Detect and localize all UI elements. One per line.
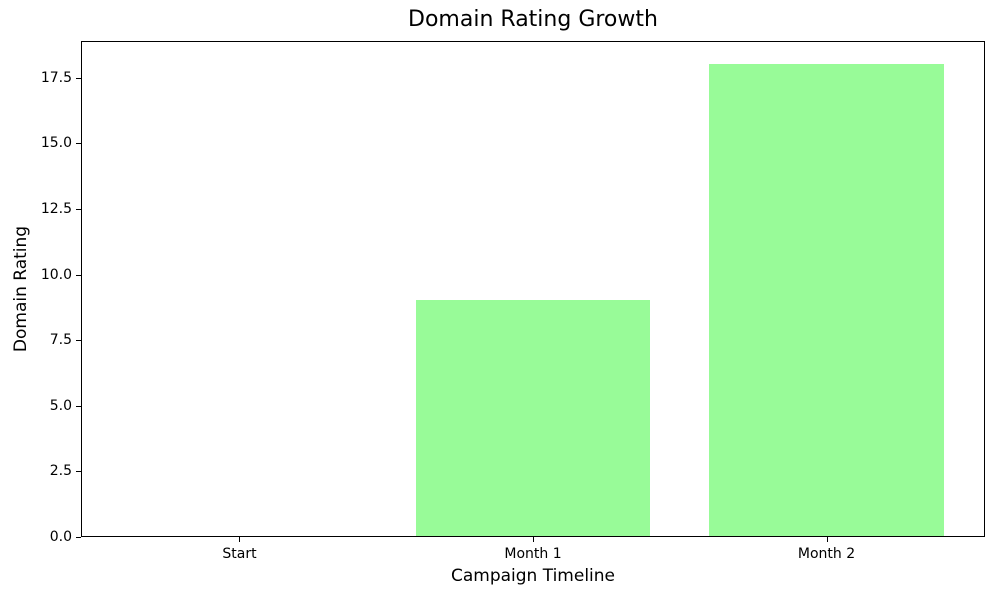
y-tick-label-15.0: 15.0: [40, 135, 72, 152]
y-tick-2.5: [76, 471, 81, 473]
y-tick-15.0: [76, 143, 81, 145]
plot-area: [81, 41, 985, 537]
chart-title: Domain Rating Growth: [408, 7, 658, 32]
y-tick-label-0.0: 0.0: [49, 529, 72, 545]
x-tick-month-1: [533, 537, 534, 542]
x-tick-label-month-2: Month 2: [797, 546, 856, 562]
y-tick-label-5.0: 5.0: [49, 397, 72, 414]
x-tick-label-month-1: Month 1: [504, 546, 562, 562]
y-tick-label-17.5: 17.5: [40, 69, 72, 86]
x-tick-start: [239, 537, 241, 542]
y-tick-0.0: [76, 537, 81, 538]
y-tick-12.5: [76, 208, 81, 210]
x-tick-label-start: Start: [222, 546, 257, 562]
y-tick-label-12.5: 12.5: [40, 200, 72, 217]
bar-month-1: [415, 299, 651, 536]
x-tick-month-2: [826, 537, 828, 542]
y-tick-label-7.5: 7.5: [49, 332, 72, 349]
y-tick-label-10.0: 10.0: [40, 266, 72, 283]
x-axis-label: Campaign Timeline: [450, 566, 616, 586]
y-tick-7.5: [76, 340, 81, 342]
y-tick-17.5: [76, 77, 81, 79]
y-axis-label: Domain Rating: [11, 225, 31, 353]
y-tick-5.0: [76, 405, 81, 407]
y-tick-label-2.5: 2.5: [49, 463, 72, 480]
y-tick-10.0: [76, 274, 81, 276]
bar-month-2: [709, 63, 944, 536]
